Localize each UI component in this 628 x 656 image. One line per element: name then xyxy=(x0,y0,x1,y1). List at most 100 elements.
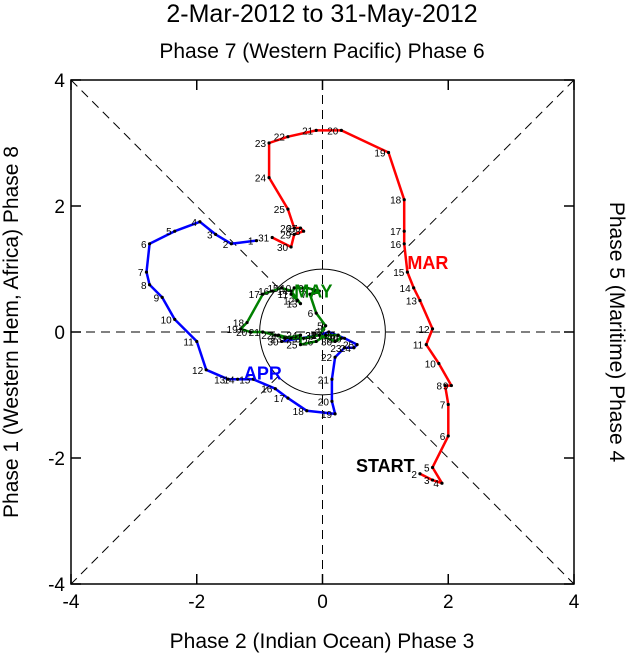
day-label: 6 xyxy=(440,432,446,443)
day-marker xyxy=(342,336,347,340)
day-label: 25 xyxy=(343,341,355,352)
day-label: 6 xyxy=(141,240,147,251)
day-label: 23 xyxy=(271,334,283,345)
day-label: 7 xyxy=(301,290,307,301)
x-tick-label: 4 xyxy=(569,592,580,613)
day-marker xyxy=(443,383,447,388)
day-marker xyxy=(229,242,233,246)
day-marker xyxy=(261,292,265,296)
day-marker xyxy=(147,242,152,246)
day-label: 3 xyxy=(424,476,430,487)
day-marker xyxy=(292,226,296,230)
day-label: 3 xyxy=(295,334,301,345)
mar-month-label: MAR xyxy=(407,253,448,273)
day-marker xyxy=(418,298,422,303)
day-marker xyxy=(286,207,290,211)
day-label: 21 xyxy=(318,375,330,386)
day-marker xyxy=(402,198,406,202)
diagonal-guide-se xyxy=(366,376,575,585)
day-marker xyxy=(327,330,331,334)
day-marker xyxy=(440,481,444,485)
day-marker xyxy=(214,232,218,236)
day-label: 30 xyxy=(268,337,280,348)
day-label: 22 xyxy=(321,353,333,364)
day-label: 8 xyxy=(311,287,317,298)
day-label: 20 xyxy=(327,126,339,137)
day-marker xyxy=(245,320,249,325)
day-label: 31 xyxy=(305,331,317,342)
day-label: 23 xyxy=(255,139,267,150)
day-marker xyxy=(147,283,152,287)
day-label: 2 xyxy=(223,240,229,251)
day-marker xyxy=(333,339,337,344)
day-label: 23 xyxy=(330,344,342,355)
day-label: 21 xyxy=(249,328,261,339)
day-marker xyxy=(424,343,428,347)
diagonal-guide-nw xyxy=(70,79,279,288)
day-label: 18 xyxy=(233,319,245,330)
day-marker xyxy=(280,286,284,290)
day-label: 2 xyxy=(283,334,289,345)
day-label: 29 xyxy=(327,334,339,345)
day-label: 1 xyxy=(270,331,276,342)
day-marker xyxy=(324,333,328,337)
day-label: 19 xyxy=(374,148,386,159)
diagonal-guide-ne xyxy=(366,79,575,288)
day-marker xyxy=(317,333,321,337)
y-tick-label: -4 xyxy=(48,575,65,596)
day-label: 2 xyxy=(411,470,417,481)
day-marker xyxy=(330,377,334,381)
day-label: 19 xyxy=(321,410,333,421)
day-marker xyxy=(402,242,406,246)
apr-month-label: APR xyxy=(244,363,282,383)
day-label: 5 xyxy=(166,227,172,238)
day-marker xyxy=(333,412,337,416)
day-marker xyxy=(336,333,340,337)
day-marker xyxy=(437,361,441,366)
day-marker xyxy=(270,235,274,240)
day-marker xyxy=(412,286,416,290)
day-label: 20 xyxy=(236,328,248,339)
day-marker xyxy=(195,339,199,344)
day-marker xyxy=(302,336,306,340)
day-label: 29 xyxy=(286,334,298,345)
day-marker xyxy=(204,368,208,372)
day-label: 19 xyxy=(227,325,239,336)
phase-guides xyxy=(70,79,575,585)
day-label: 7 xyxy=(138,268,144,279)
day-label: 7 xyxy=(440,400,446,411)
day-marker xyxy=(270,289,274,293)
day-marker xyxy=(289,292,293,296)
day-label: 11 xyxy=(278,290,289,301)
day-marker xyxy=(286,135,290,139)
day-marker xyxy=(283,336,287,340)
day-marker xyxy=(289,245,293,249)
day-marker xyxy=(314,311,318,315)
day-label: 4 xyxy=(311,331,317,342)
day-label: 17 xyxy=(390,227,402,238)
day-label: 4 xyxy=(433,479,439,490)
day-marker xyxy=(273,333,277,337)
day-marker xyxy=(298,302,303,306)
day-label: 16 xyxy=(261,385,273,396)
day-label: 12 xyxy=(192,366,204,377)
x-tick-label: 0 xyxy=(317,592,328,613)
day-label: 15 xyxy=(239,375,251,386)
day-marker xyxy=(430,465,435,470)
day-marker xyxy=(317,289,321,293)
day-marker xyxy=(386,150,391,155)
day-marker xyxy=(289,336,293,340)
day-label: 4 xyxy=(191,218,197,229)
day-label: 16 xyxy=(258,287,270,298)
day-marker xyxy=(248,330,252,334)
day-label: 25 xyxy=(286,341,298,352)
day-marker xyxy=(298,343,303,347)
day-marker xyxy=(352,346,356,350)
day-marker xyxy=(330,399,334,403)
day-marker xyxy=(226,377,230,381)
day-marker xyxy=(173,317,177,321)
y-tick-label: 2 xyxy=(54,197,65,218)
day-marker xyxy=(430,327,435,331)
day-label: 22 xyxy=(274,133,286,144)
day-marker xyxy=(305,409,309,413)
